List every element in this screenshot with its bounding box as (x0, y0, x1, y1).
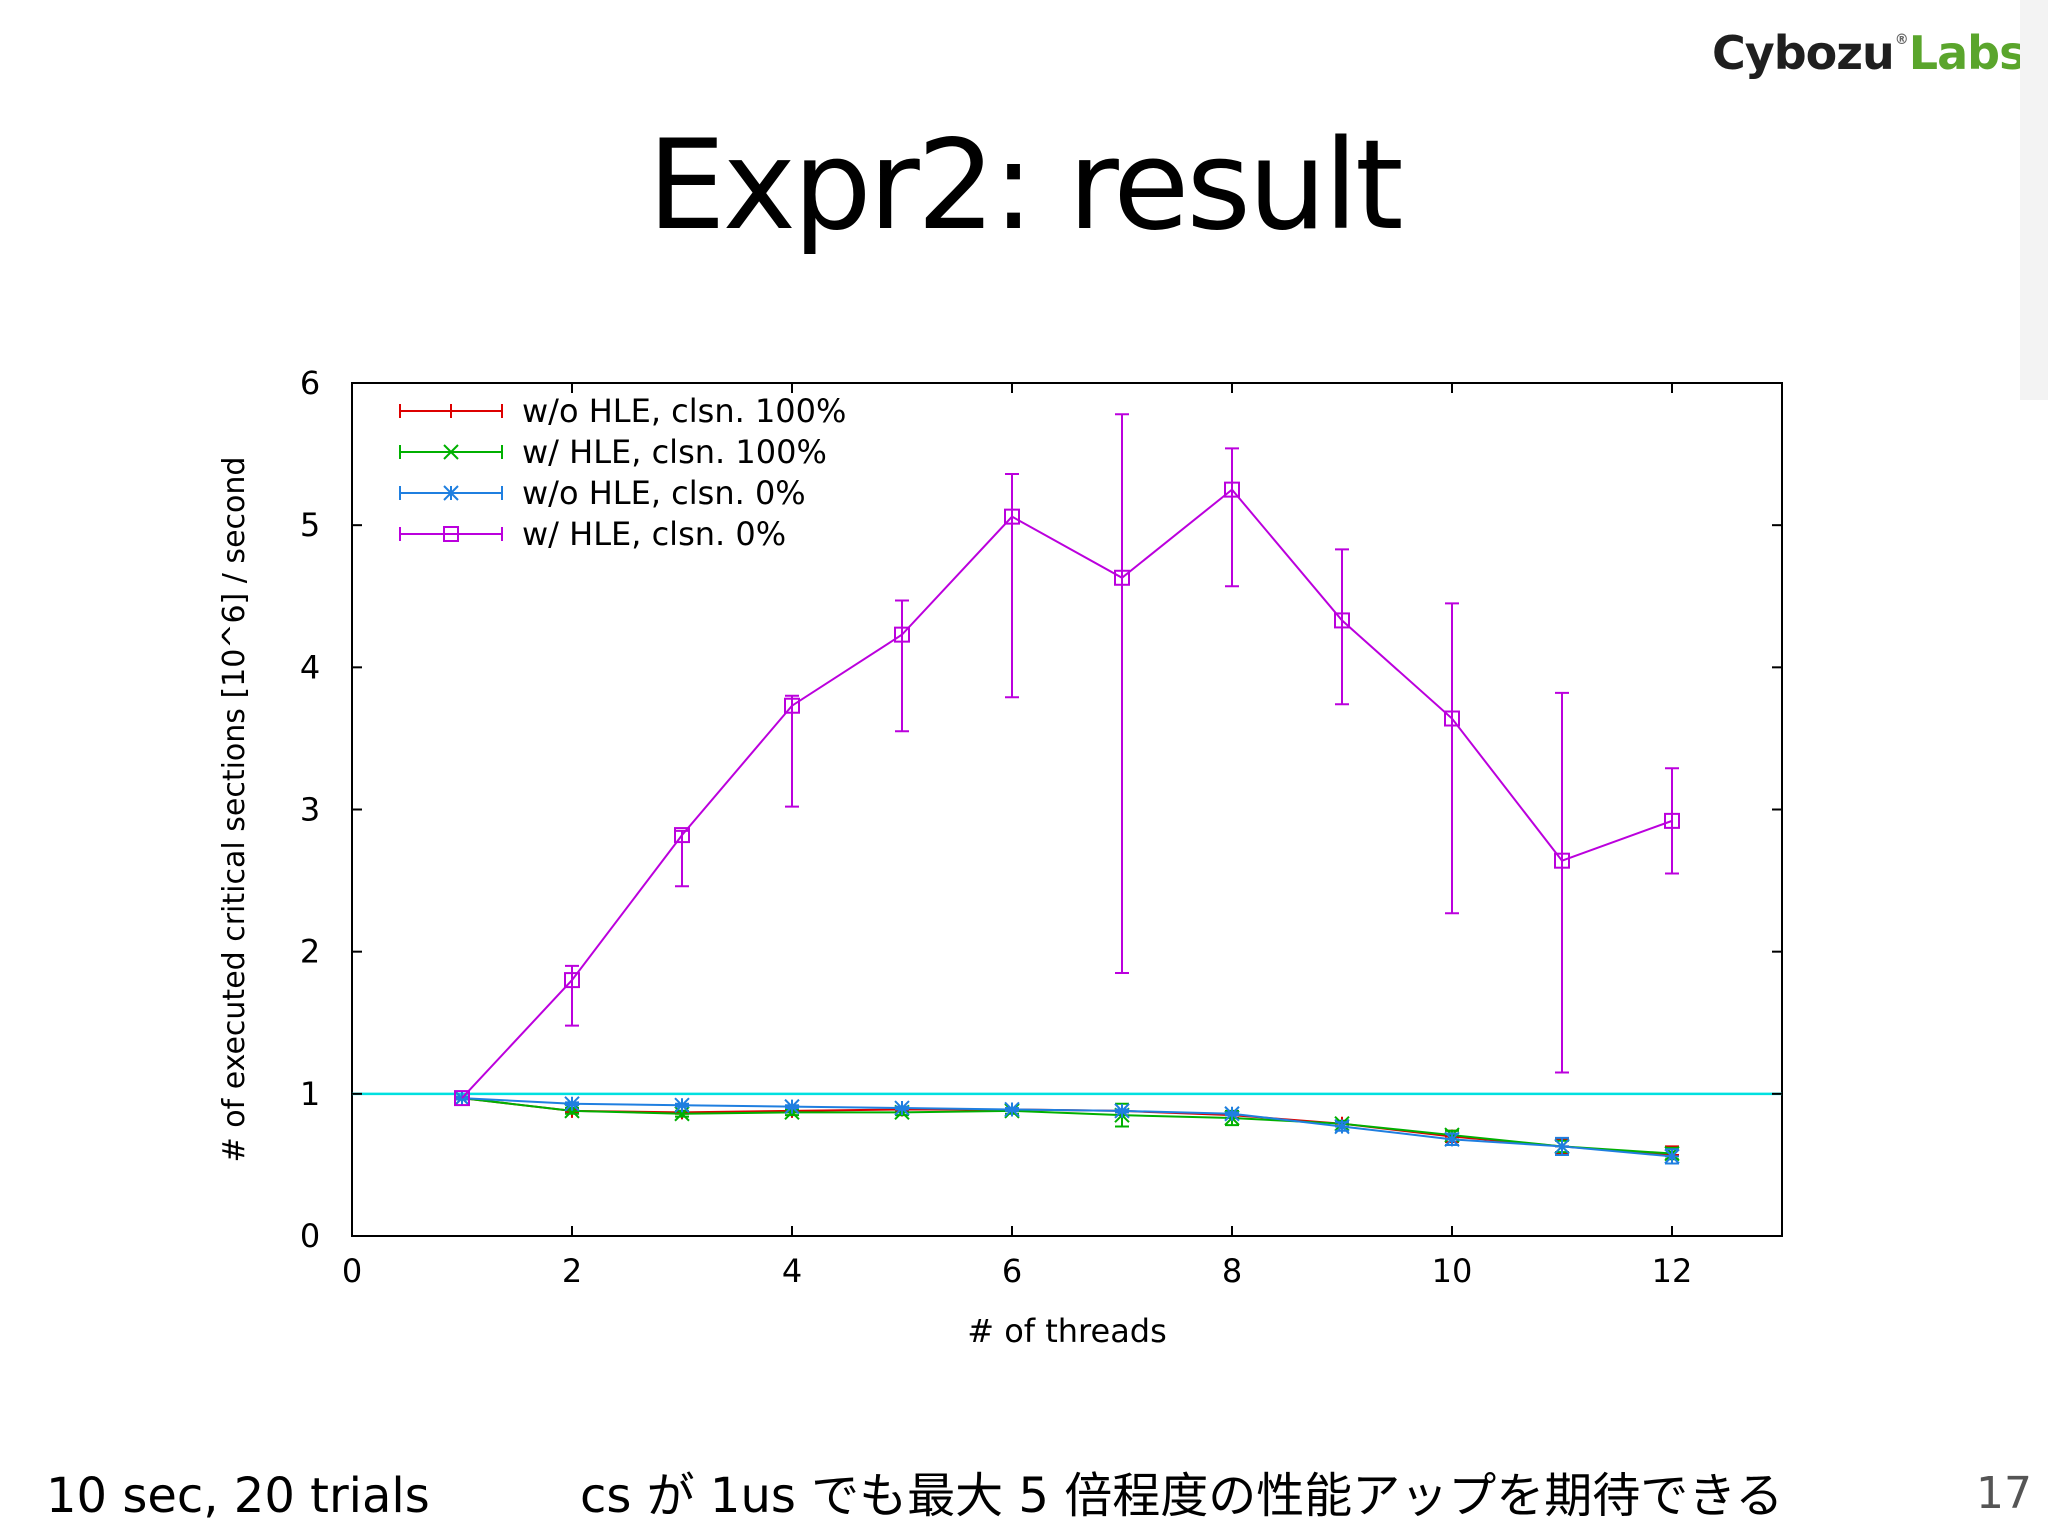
trial-settings-note: 10 sec, 20 trials (46, 1468, 430, 1524)
slide-edge-bar (2020, 0, 2048, 400)
legend-entry: w/o HLE, clsn. 100% (522, 392, 846, 430)
legend-entry: w/ HLE, clsn. 0% (522, 515, 786, 553)
series-line (461, 1097, 1673, 1158)
data-point (1444, 1131, 1460, 1148)
series-line (461, 1097, 1673, 1155)
data-point (674, 827, 690, 844)
error-bar (1115, 413, 1129, 974)
y-tick-label: 4 (300, 648, 320, 686)
logo-text-labs: Labs (1908, 26, 2027, 80)
data-point (564, 1103, 580, 1119)
series-line (461, 488, 1673, 1099)
data-point (564, 972, 580, 989)
y-tick-label: 2 (300, 933, 320, 971)
logo-registered-mark: ® (1894, 32, 1909, 48)
y-tick-label: 6 (300, 364, 320, 402)
data-point (1334, 612, 1350, 629)
data-point (784, 1098, 800, 1115)
error-bar (1225, 447, 1239, 588)
legend-entry: w/ HLE, clsn. 100% (522, 433, 827, 471)
x-tick-label: 0 (342, 1252, 362, 1290)
data-point (674, 1097, 690, 1113)
data-point (454, 1090, 470, 1106)
error-bar (565, 964, 579, 1027)
data-point (454, 1090, 470, 1107)
x-axis-label: # of threads (967, 1312, 1167, 1350)
data-point (1554, 852, 1570, 869)
error-bar (895, 599, 909, 733)
legend-marker (443, 526, 459, 542)
page-number: 17 (1976, 1468, 2032, 1519)
error-bar (675, 829, 689, 888)
data-point (1224, 481, 1240, 498)
slide-title: Expr2: result (647, 114, 1403, 258)
cybozu-labs-logo: Cybozu®Labs (1712, 26, 2027, 80)
y-tick-label: 1 (300, 1075, 320, 1113)
x-tick-label: 4 (782, 1252, 802, 1290)
x-tick-label: 6 (1002, 1252, 1022, 1290)
data-point (1334, 1118, 1350, 1135)
logo-text-cybozu: Cybozu (1712, 26, 1895, 80)
error-bar (1555, 691, 1569, 1074)
y-tick-label: 3 (300, 791, 320, 829)
y-tick-label: 5 (300, 506, 320, 544)
data-point (1444, 710, 1460, 727)
legend-line (399, 527, 503, 541)
data-point (784, 697, 800, 714)
data-point (1554, 1138, 1570, 1155)
error-bar (785, 694, 799, 808)
legend-marker (444, 404, 458, 418)
data-point (1004, 508, 1020, 525)
conclusion-note: cs が 1us でも最大 5 倍程度の性能アップを期待できる (580, 1468, 1784, 1524)
y-axis-label: # of executed critical sections [10^6] /… (217, 457, 252, 1163)
data-point (1224, 1106, 1240, 1122)
x-tick-label: 8 (1222, 1252, 1242, 1290)
error-bar (1445, 602, 1459, 915)
x-tick-label: 10 (1432, 1252, 1473, 1290)
x-tick-label: 2 (562, 1252, 582, 1290)
legend-entry: w/o HLE, clsn. 0% (522, 474, 806, 512)
data-point (564, 1096, 580, 1112)
error-bar (1005, 472, 1019, 699)
data-point (894, 1100, 910, 1116)
data-point (894, 626, 910, 643)
data-point (1114, 1103, 1130, 1119)
y-tick-label: 0 (300, 1217, 320, 1255)
x-tick-label: 12 (1652, 1252, 1693, 1290)
series-4 (461, 413, 1679, 1099)
legend-marker (443, 444, 459, 460)
data-point (1114, 569, 1130, 586)
data-point (1004, 1101, 1020, 1118)
error-bar (1665, 767, 1679, 875)
data-point (1664, 812, 1680, 829)
legend-marker (443, 485, 459, 501)
data-point (1664, 1148, 1680, 1165)
